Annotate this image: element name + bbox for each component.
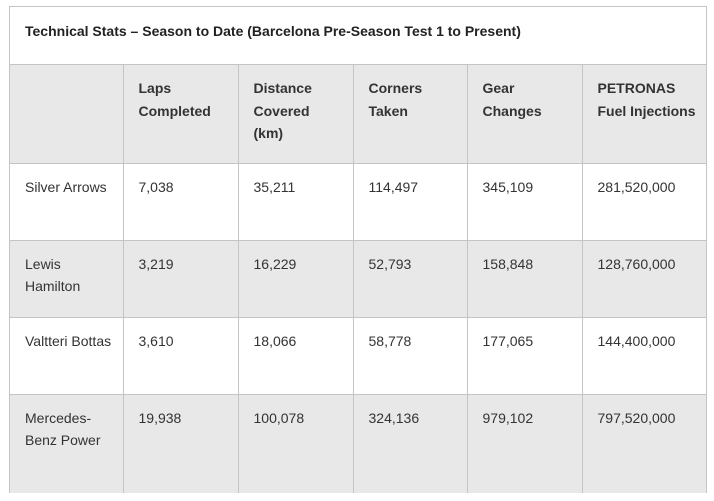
table-cell: 3,219 — [123, 240, 239, 318]
table-row: Lewis Hamilton 3,219 16,229 52,793 158,8… — [10, 240, 706, 318]
table-cell: 52,793 — [353, 240, 468, 318]
table-cell: 16,229 — [238, 240, 354, 318]
table-cell: 144,400,000 — [582, 317, 706, 395]
table-cell: 324,136 — [353, 394, 468, 493]
table-cell: 100,078 — [238, 394, 354, 493]
row-label: Valtteri Bottas — [10, 317, 124, 395]
table-cell: 58,778 — [353, 317, 468, 395]
table-title: Technical Stats – Season to Date (Barcel… — [10, 7, 706, 65]
header-cell-gears: Gear Changes — [467, 65, 583, 164]
table-row: Valtteri Bottas 3,610 18,066 58,778 177,… — [10, 317, 706, 395]
stats-table: Laps Completed Distance Covered (km) Cor… — [10, 65, 706, 493]
header-cell-distance: Distance Covered (km) — [238, 65, 354, 164]
table-cell: 177,065 — [467, 317, 583, 395]
table-cell: 3,610 — [123, 317, 239, 395]
header-cell-corners: Corners Taken — [353, 65, 468, 164]
row-label: Lewis Hamilton — [10, 240, 124, 318]
row-label: Silver Arrows — [10, 163, 124, 241]
table-cell: 158,848 — [467, 240, 583, 318]
stats-panel: Technical Stats – Season to Date (Barcel… — [9, 6, 707, 493]
table-cell: 19,938 — [123, 394, 239, 493]
table-cell: 7,038 — [123, 163, 239, 241]
header-cell-empty — [10, 65, 124, 164]
table-cell: 114,497 — [353, 163, 468, 241]
table-cell: 281,520,000 — [582, 163, 706, 241]
table-cell: 979,102 — [467, 394, 583, 493]
header-cell-laps: Laps Completed — [123, 65, 239, 164]
table-cell: 128,760,000 — [582, 240, 706, 318]
table-cell: 35,211 — [238, 163, 354, 241]
table-cell: 18,066 — [238, 317, 354, 395]
header-cell-fuel: PETRONAS Fuel Injections — [582, 65, 706, 164]
table-cell: 345,109 — [467, 163, 583, 241]
table-row: Mercedes-Benz Power 19,938 100,078 324,1… — [10, 394, 706, 493]
row-label: Mercedes-Benz Power — [10, 394, 124, 493]
header-row: Laps Completed Distance Covered (km) Cor… — [10, 65, 706, 164]
table-row: Silver Arrows 7,038 35,211 114,497 345,1… — [10, 163, 706, 241]
table-cell: 797,520,000 — [582, 394, 706, 493]
